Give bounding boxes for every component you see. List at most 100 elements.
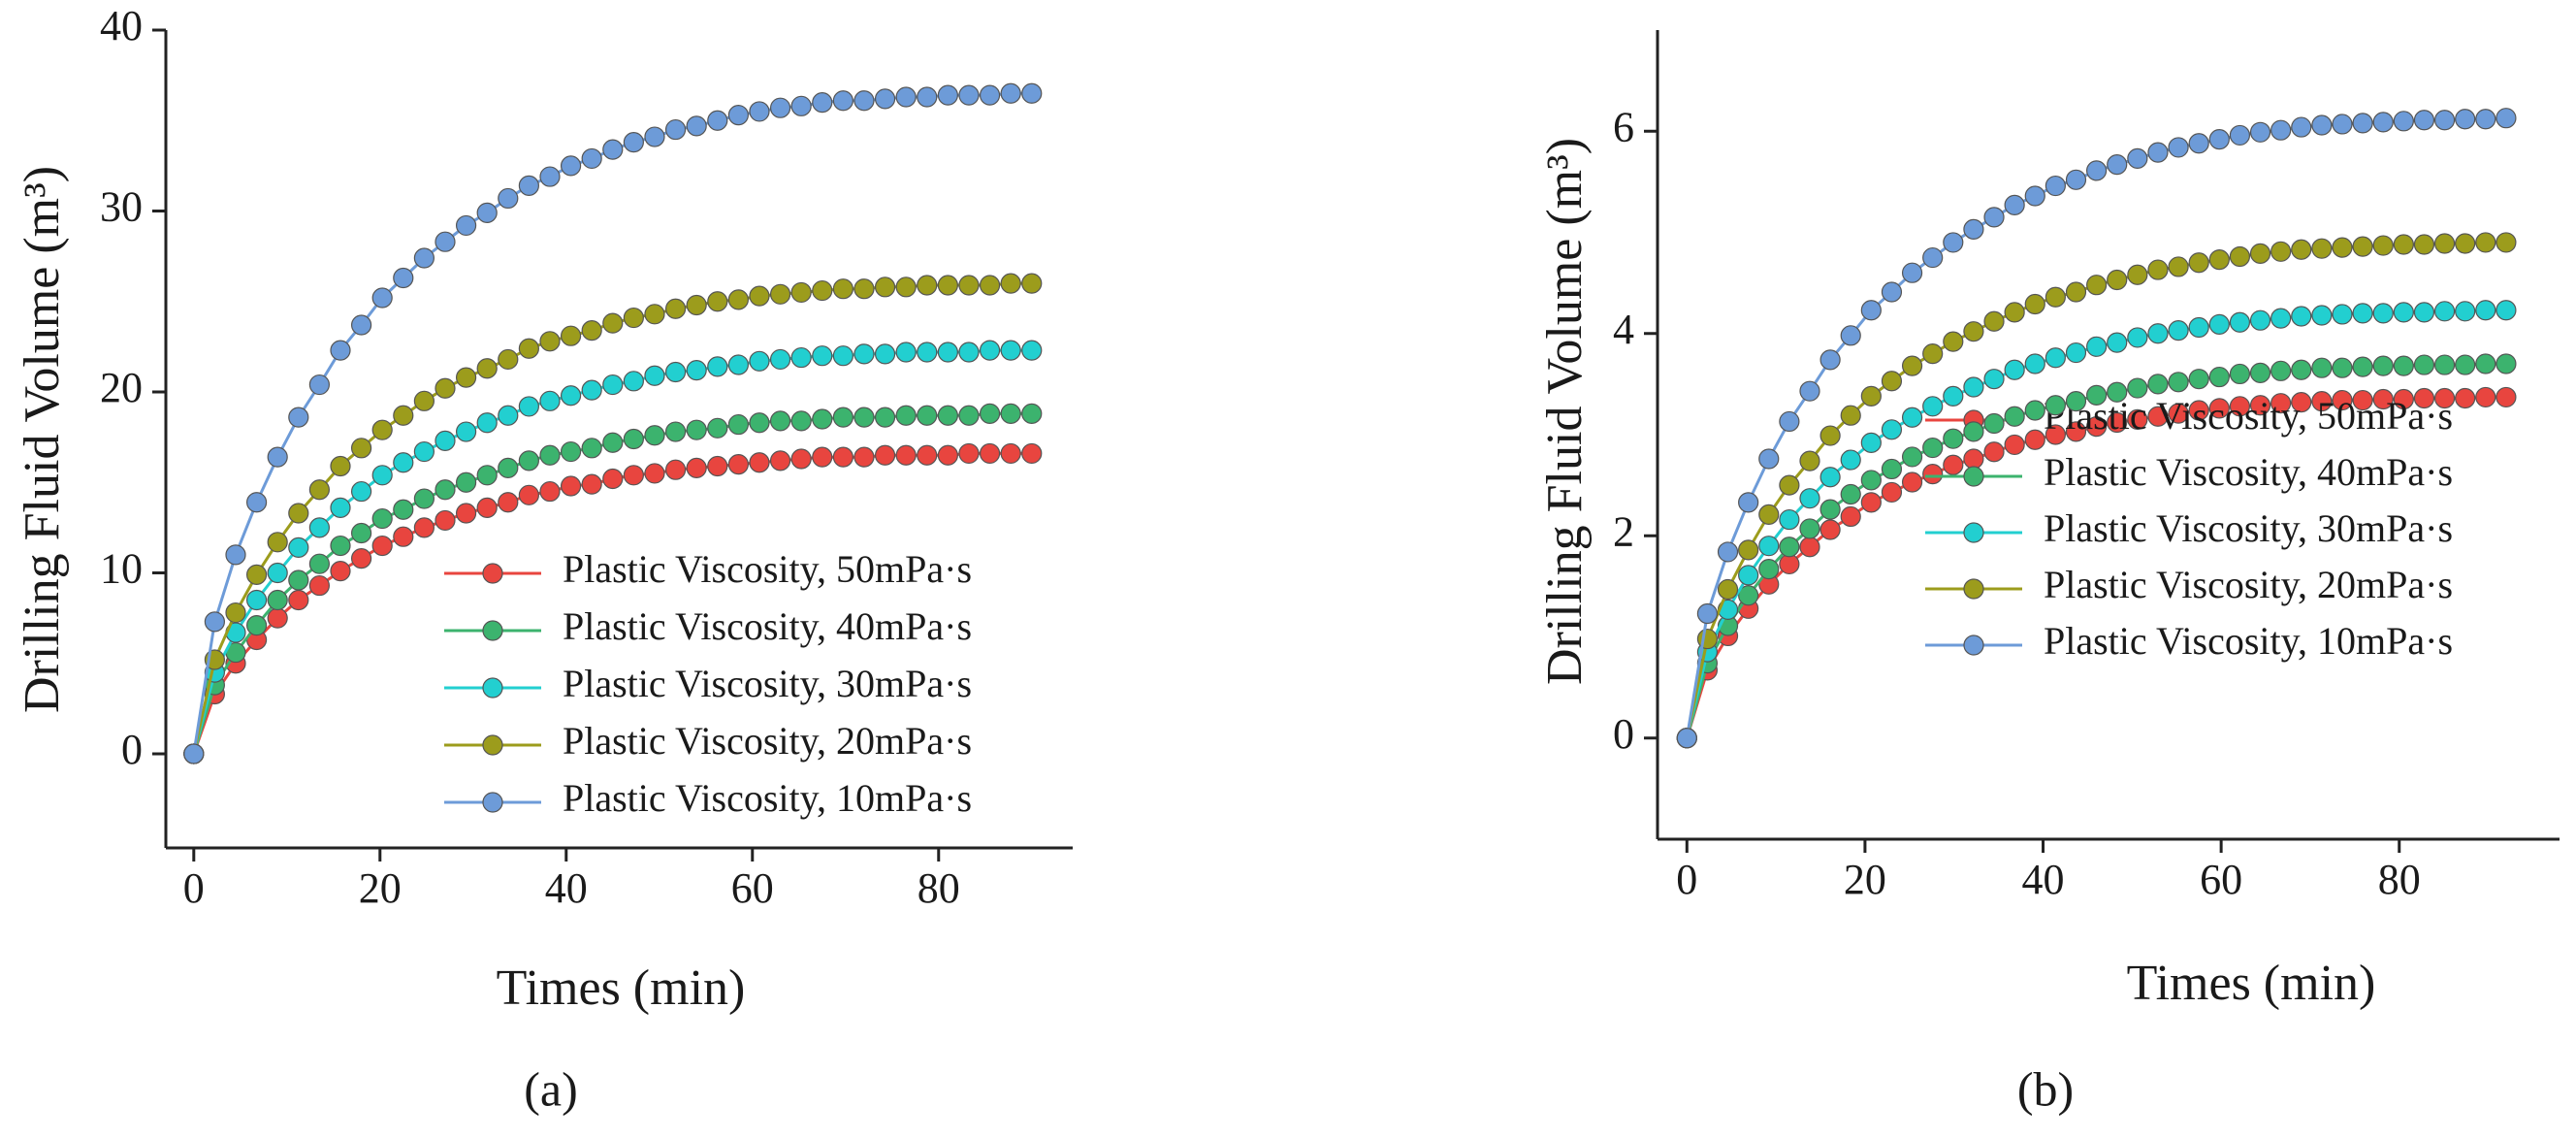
data-point (2352, 356, 2373, 377)
data-point (895, 86, 917, 108)
data-point (1840, 405, 1861, 426)
data-point (1963, 376, 1984, 398)
data-point (1983, 310, 2005, 332)
data-point (2433, 301, 2456, 322)
data-point (1840, 325, 1861, 346)
data-point (518, 484, 539, 505)
data-point (937, 84, 958, 106)
data-point (727, 105, 749, 126)
data-point (769, 450, 791, 471)
data-point (707, 455, 728, 477)
data-point (853, 343, 875, 365)
data-point (1840, 505, 1861, 528)
data-point (2311, 357, 2333, 378)
data-point (1000, 273, 1021, 294)
data-point (812, 446, 833, 468)
legend-marker (482, 563, 503, 584)
data-point (1860, 492, 1882, 513)
data-point (853, 278, 875, 300)
data-point (1840, 449, 1861, 471)
data-point (1922, 343, 1944, 365)
legend-marker (1963, 634, 1984, 656)
data-point (2127, 264, 2148, 285)
chart-panel: 0 20 40 60 80 0 10 20 30 40 Times (min) Drilling Fl… (15, 2, 1073, 1116)
y-tick-label: 0 (1613, 710, 1634, 758)
data-point (1758, 504, 1780, 525)
y-tick-label: 2 (1613, 507, 1634, 555)
legend-marker (1963, 466, 1984, 487)
x-tick-label: 0 (183, 864, 205, 912)
data-point (727, 413, 749, 436)
data-point (2311, 305, 2333, 326)
data-point (2147, 142, 2169, 163)
data-point (937, 341, 958, 363)
data-point (2496, 232, 2517, 253)
data-point (1922, 246, 1944, 269)
data-point (602, 468, 624, 490)
data-point (727, 454, 749, 475)
data-point (1779, 410, 1800, 433)
data-point (308, 574, 330, 597)
data-point (2291, 306, 2312, 327)
data-point (895, 276, 917, 298)
data-point (393, 499, 414, 520)
data-point (1881, 419, 1903, 440)
data-point (330, 535, 351, 557)
data-point (1799, 518, 1820, 539)
data-point (2249, 243, 2271, 264)
data-point (2475, 386, 2496, 408)
data-point (225, 544, 246, 566)
data-point (1717, 578, 1739, 601)
data-point (2004, 194, 2025, 215)
data-point (749, 101, 770, 122)
data-point (727, 289, 749, 310)
data-point (2107, 154, 2128, 176)
data-point (686, 115, 707, 137)
data-point (2065, 281, 2087, 303)
data-point (330, 497, 351, 518)
data-point (644, 126, 665, 147)
data-point (2065, 421, 2087, 442)
data-point (2045, 395, 2066, 416)
data-point (2249, 395, 2271, 416)
data-point (267, 607, 288, 629)
data-point (2208, 366, 2230, 388)
data-point (560, 325, 582, 346)
data-point (2086, 336, 2108, 357)
data-point (2475, 353, 2496, 374)
data-point (455, 214, 477, 237)
data-point (602, 432, 624, 453)
data-point (2127, 327, 2148, 348)
data-point (350, 522, 372, 544)
data-point (1738, 585, 1759, 606)
data-point (1881, 481, 1903, 504)
data-point (1901, 471, 1923, 493)
data-point (958, 442, 980, 465)
data-point (2372, 355, 2394, 376)
data-point (2496, 300, 2517, 321)
data-point (2045, 175, 2066, 197)
data-point (2249, 121, 2271, 143)
data-point (2107, 332, 2128, 353)
data-point (1738, 565, 1759, 586)
data-point (518, 450, 539, 471)
data-point (874, 88, 896, 110)
data-point (958, 405, 980, 426)
data-point (1983, 207, 2005, 228)
data-point (2455, 233, 2476, 254)
legend-label: Plastic Viscosity, 30mPa·s (563, 662, 972, 705)
y-tick-label: 20 (100, 364, 143, 411)
x-axis-title: Times (min) (2127, 956, 2376, 1011)
data-point (350, 438, 372, 459)
legend-marker (482, 734, 503, 756)
data-point (1983, 369, 2005, 390)
data-point (539, 166, 561, 187)
data-point (874, 444, 896, 466)
data-point (2004, 406, 2025, 427)
data-point (1922, 437, 1944, 459)
data-point (1000, 403, 1021, 424)
data-point (644, 304, 665, 325)
data-point (1021, 273, 1043, 294)
legend-marker (482, 620, 503, 641)
